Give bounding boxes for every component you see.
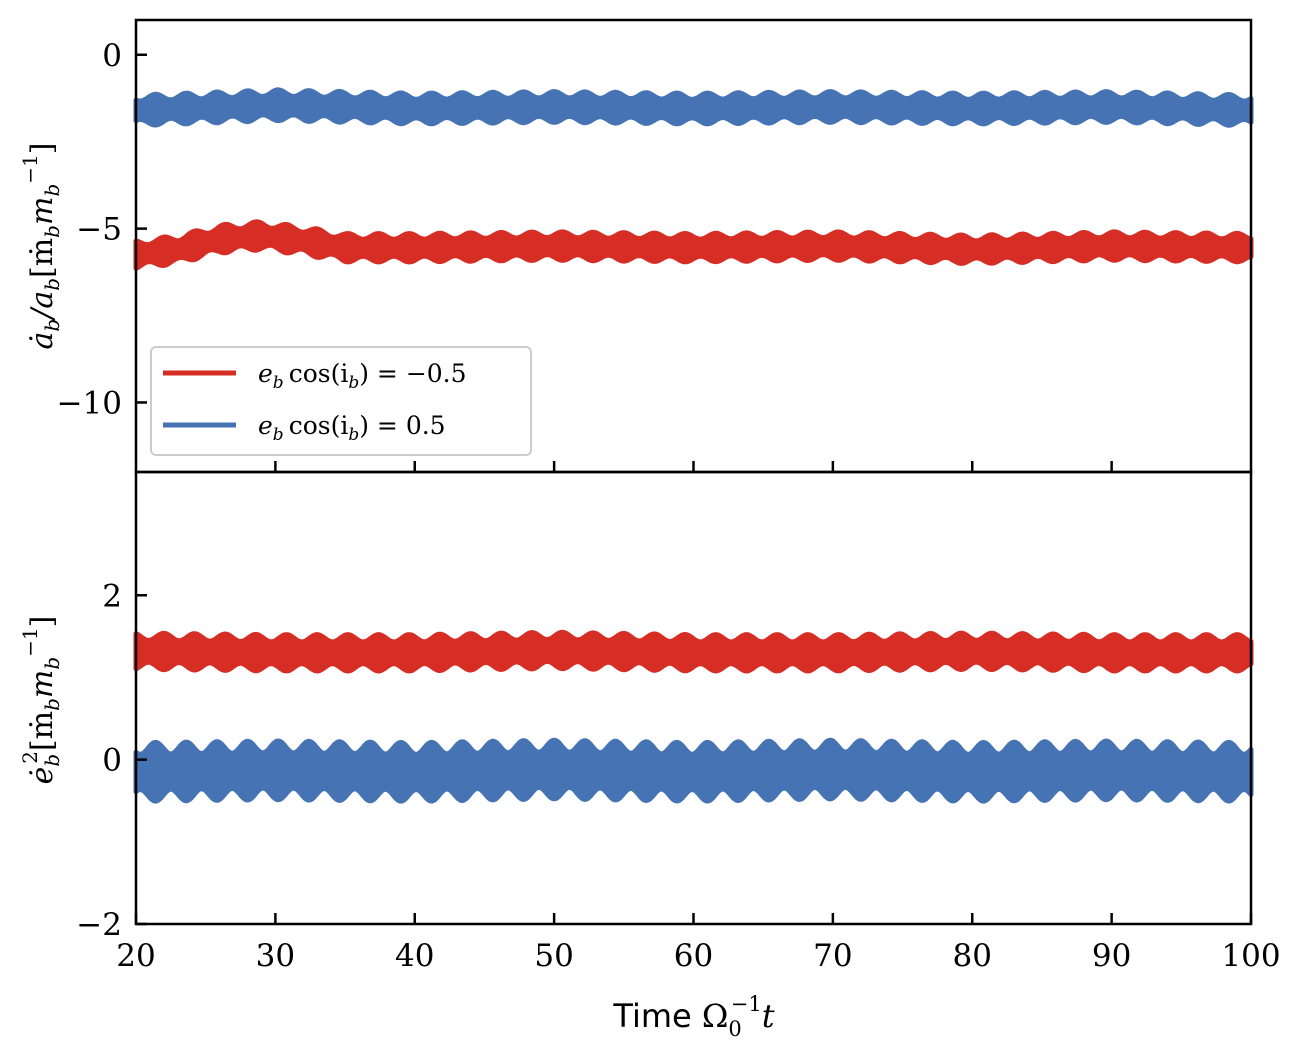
bottom-series-blue bbox=[133, 737, 1254, 804]
bottom-ylabel-sup: −1 bbox=[18, 627, 42, 656]
legend-red-rest: ) = −0.5 bbox=[359, 359, 466, 388]
bottom-ylabel-bracket-open: [ṁ bbox=[25, 711, 60, 751]
top-ylabel-sub4: b bbox=[40, 184, 64, 197]
legend-blue-rest: ) = 0.5 bbox=[359, 411, 445, 440]
top-ylabel-bracket-open: [ṁ bbox=[25, 238, 60, 278]
bottom-ytick-label-0: 2 bbox=[102, 578, 122, 614]
top-ylabel-sub2: b bbox=[40, 278, 64, 291]
bottom-ylabel-bracket-close: ] bbox=[25, 616, 60, 628]
top-ylabel-lead: ȧ bbox=[25, 332, 60, 350]
legend-label-red: eb cos(ib) = −0.5 bbox=[258, 359, 467, 393]
bottom-xtick-label-6: 80 bbox=[953, 938, 992, 974]
top-ytick-label-2: −10 bbox=[57, 385, 122, 421]
top-ticks: 0 −5 −10 bbox=[57, 38, 1113, 472]
bottom-panel: 20−220 30 40 50 60 70 80 90 100 ėb2[ṁbmb−1] Time… bbox=[18, 470, 1281, 1041]
x-axis-label-text: Time bbox=[612, 997, 701, 1035]
bottom-xtick-label-8: 100 bbox=[1221, 938, 1280, 974]
x-axis-label-omega: Ω bbox=[702, 997, 729, 1035]
top-ylabel-sup: −1 bbox=[18, 154, 42, 183]
bottom-xtick-label-4: 60 bbox=[674, 938, 713, 974]
top-ylabel-sub3: b bbox=[40, 225, 64, 238]
bottom-ylabel-sub1: b bbox=[40, 754, 64, 767]
bottom-ylabel-lead: ė bbox=[25, 767, 60, 785]
bottom-xtick-label-5: 70 bbox=[813, 938, 852, 974]
bottom-xtick-label-2: 40 bbox=[395, 938, 434, 974]
top-ylabel-bracket-close: ] bbox=[25, 143, 60, 155]
bottom-series-layer bbox=[133, 629, 1254, 804]
legend-red-sub: b bbox=[273, 373, 284, 393]
bottom-xtick-label-0: 20 bbox=[116, 938, 155, 974]
top-ytick-label-0: 0 bbox=[102, 38, 122, 74]
bottom-ylabel-sub3: b bbox=[40, 698, 64, 711]
bottom-ticks: 20−220 30 40 50 60 70 80 90 100 bbox=[76, 578, 1280, 974]
bottom-ylabel-m: m bbox=[25, 670, 60, 698]
bottom-xtick-label-7: 90 bbox=[1092, 938, 1131, 974]
bottom-axes-frame bbox=[134, 470, 1253, 926]
legend-blue-e: e bbox=[258, 411, 273, 440]
legend-blue-sub: b bbox=[273, 425, 284, 445]
bottom-ylabel-sub4: b bbox=[40, 657, 64, 670]
top-ylabel-mid: /a bbox=[25, 291, 60, 322]
top-series-layer bbox=[133, 87, 1254, 271]
bottom-ytick-label-1: 0 bbox=[102, 743, 122, 779]
bottom-ylabel: ėb2[ṁbmb−1] bbox=[18, 616, 64, 785]
bottom-xtick-label-1: 30 bbox=[256, 938, 295, 974]
x-axis-label-sup: −1 bbox=[731, 992, 762, 1016]
legend-label-blue: eb cos(ib) = 0.5 bbox=[258, 411, 446, 445]
top-ylabel-sub1: b bbox=[40, 319, 64, 332]
top-series-red bbox=[133, 219, 1254, 271]
top-series-blue bbox=[133, 87, 1254, 128]
top-ylabel: ȧb/ab[ṁbmb−1] bbox=[18, 143, 64, 350]
top-panel: 0−5−10 ȧb/ab[ṁbmb−1] eb cos(ib) = −0.5 eb… bbox=[18, 18, 1254, 474]
bottom-ylabel-sup1: 2 bbox=[18, 751, 42, 764]
legend-blue-cos: cos(i bbox=[289, 411, 349, 440]
bottom-xtick-label-3: 50 bbox=[534, 938, 573, 974]
legend: eb cos(ib) = −0.5 eb cos(ib) = 0.5 bbox=[150, 346, 532, 456]
bottom-ytick-label-2: −2 bbox=[76, 907, 122, 943]
top-ytick-label-1: −5 bbox=[76, 212, 122, 248]
legend-blue-sub2: b bbox=[348, 425, 359, 445]
legend-red-cos: cos(i bbox=[289, 359, 349, 388]
x-axis-label: Time Ω0−1t bbox=[612, 992, 774, 1041]
legend-box bbox=[150, 346, 532, 456]
legend-red-e: e bbox=[258, 359, 273, 388]
top-ylabel-m: m bbox=[25, 197, 60, 225]
x-axis-label-t: t bbox=[762, 997, 775, 1035]
bottom-series-red bbox=[133, 629, 1254, 674]
x-axis-label-sub: 0 bbox=[728, 1017, 741, 1041]
legend-red-sub2: b bbox=[348, 373, 359, 393]
